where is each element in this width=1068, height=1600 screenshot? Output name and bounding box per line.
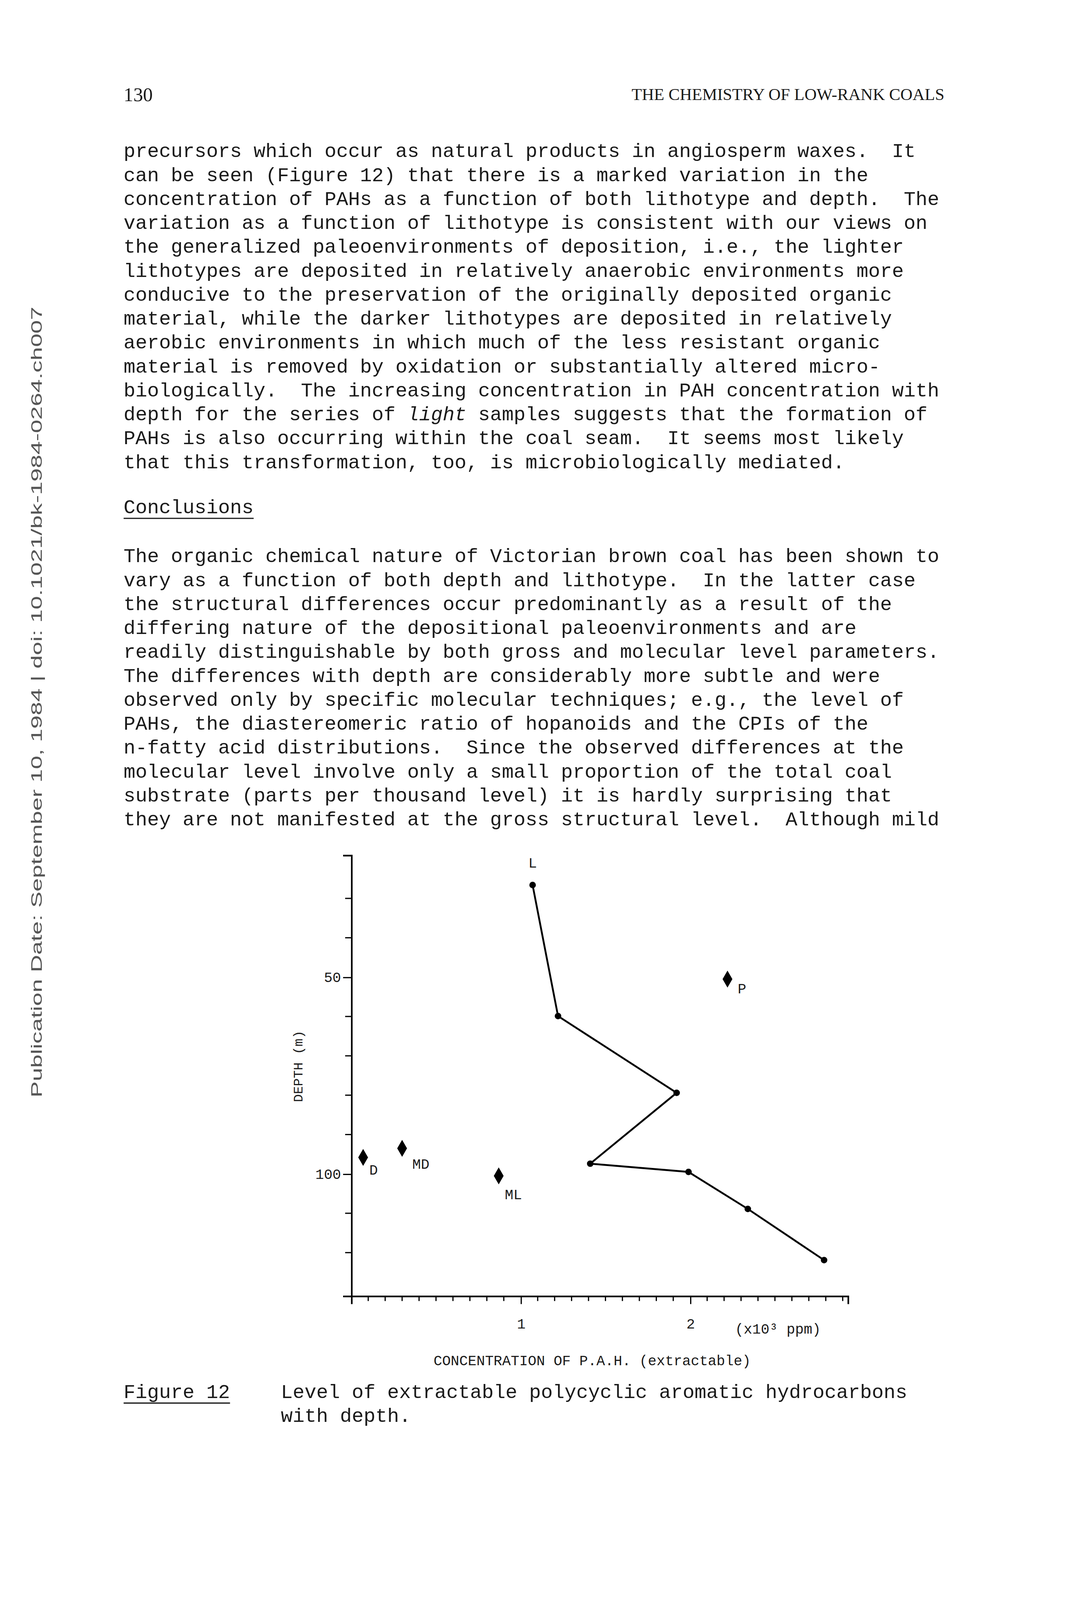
data-point: [397, 1140, 407, 1158]
text-line: The organic chemical nature of Victorian…: [123, 545, 940, 569]
data-point: [722, 971, 733, 988]
y-axis: 50 100: [315, 855, 352, 1297]
series-label: P: [737, 982, 747, 999]
data-point: [685, 1169, 693, 1176]
text-span: light: [407, 404, 467, 427]
text-line: concentration of PAHs as a function of b…: [123, 188, 940, 212]
y-minor-tick: [345, 937, 352, 939]
series-label: ML: [504, 1187, 523, 1204]
underline: [123, 517, 254, 519]
text-line: the structural differences occur predomi…: [123, 593, 892, 617]
y-minor-tick: [345, 1016, 352, 1018]
y-minor-tick: [345, 1094, 352, 1097]
heading: Conclusions: [123, 497, 254, 520]
y-axis-line: [343, 855, 352, 1297]
y-tick: 100: [315, 1167, 352, 1184]
data-point: [358, 1149, 369, 1167]
series-label: D: [369, 1163, 378, 1180]
running-title: THE CHEMISTRY OF LOW-RANK COALS: [631, 85, 945, 104]
y-tick-mark: [343, 977, 352, 979]
y-axis-title: DEPTH (m): [291, 1030, 307, 1103]
text-span: depth for the series of: [123, 404, 408, 427]
text-line: aerobic environments in which much of th…: [123, 332, 881, 355]
x-tick-mark: [690, 1296, 692, 1305]
y-tick: 50: [323, 970, 352, 987]
text-line: conducive to the preservation of the ori…: [123, 284, 892, 307]
text-span: samples suggests that the formation of: [466, 404, 928, 427]
y-tick-label: 50: [323, 970, 342, 987]
text-line: molecular level involve only a small pro…: [123, 761, 892, 784]
underline: [123, 1402, 230, 1405]
x-tick: 1: [517, 1296, 526, 1334]
text-line: differing nature of the depositional pal…: [123, 617, 857, 641]
caption-line: Level of extractable polycyclic aromatic…: [280, 1382, 908, 1405]
text-line: material is removed by oxidation or subs…: [123, 356, 881, 379]
series-line: [532, 885, 825, 1261]
side-note: Publication Date: September 10, 1984 | d…: [28, 306, 45, 1098]
page-number: 130: [123, 84, 153, 106]
x-axis-line: [351, 1296, 849, 1305]
text-line: substrate (parts per thousand level) it …: [123, 785, 892, 808]
data-point: [673, 1089, 680, 1097]
text-line: the generalized paleoenvironments of dep…: [123, 236, 904, 259]
y-minor-tick: [345, 898, 352, 900]
background: [0, 0, 1068, 1600]
text-line: depth for the series of light samples su…: [123, 404, 928, 427]
text-line: they are not manifested at the gross str…: [123, 809, 940, 832]
y-minor-tick: [345, 1252, 352, 1254]
x-axis-title: CONCENTRATION OF P.A.H. (extractable): [433, 1354, 751, 1371]
text-line: vary as a function of both depth and lit…: [123, 570, 916, 593]
data-point: [586, 1161, 594, 1168]
chart: 1 2 50 100 (x10³ ppm) CONCENTRATION OF P.A.H.…: [291, 855, 849, 1371]
y-minor-tick: [345, 1212, 352, 1215]
x-unit: (x10³ ppm): [735, 1322, 821, 1339]
text-line: n-fatty acid distributions. Since the ob…: [123, 737, 904, 760]
text-line: readily distinguishable by both gross an…: [123, 641, 940, 664]
page: 130 THE CHEMISTRY OF LOW-RANK COALS Public…: [0, 0, 1068, 1600]
y-minor-tick: [345, 1134, 352, 1136]
x-tick: 2: [686, 1296, 696, 1334]
text-line: can be seen (Figure 12) that there is a …: [123, 164, 869, 188]
text-line: lithotypes are deposited in relatively a…: [123, 260, 904, 283]
text-line: observed only by specific molecular tech…: [123, 689, 904, 712]
x-tick-label: 1: [517, 1317, 526, 1334]
series-label: L: [528, 856, 537, 873]
point-labels: L P D MD ML: [369, 856, 747, 1204]
y-tick-label: 100: [315, 1167, 342, 1184]
data-point: [554, 1013, 562, 1020]
text-line: variation as a function of lithotype is …: [123, 212, 928, 235]
text-line: precursors which occur as natural produc…: [123, 140, 916, 163]
x-tick-mark: [520, 1296, 522, 1305]
text-line: The differences with depth are considera…: [123, 665, 881, 689]
paragraph: The organic chemical nature of Victorian…: [123, 545, 940, 832]
text-line: PAHs, the diastereomeric ratio of hopano…: [123, 713, 869, 736]
data-point: [744, 1206, 752, 1213]
plot-area: [358, 881, 828, 1264]
text-line: biologically. The increasing concentrati…: [123, 380, 940, 403]
data-point: [529, 881, 537, 889]
x-tick-label: 2: [686, 1317, 696, 1334]
y-minor-tick: [345, 1055, 352, 1057]
data-point: [493, 1167, 504, 1185]
data-point: [820, 1257, 828, 1265]
caption-line: with depth.: [280, 1406, 412, 1429]
series-label: MD: [412, 1157, 430, 1174]
y-tick-mark: [343, 1174, 352, 1176]
text-line: PAHs is also occurring within the coal s…: [123, 427, 904, 451]
text-line: that this transformation, too, is microb…: [123, 452, 845, 475]
caption-label: Figure 12: [123, 1382, 230, 1405]
paragraph: precursors which occur as natural produc…: [123, 140, 940, 475]
text-line: material, while the darker lithotypes ar…: [123, 308, 892, 331]
